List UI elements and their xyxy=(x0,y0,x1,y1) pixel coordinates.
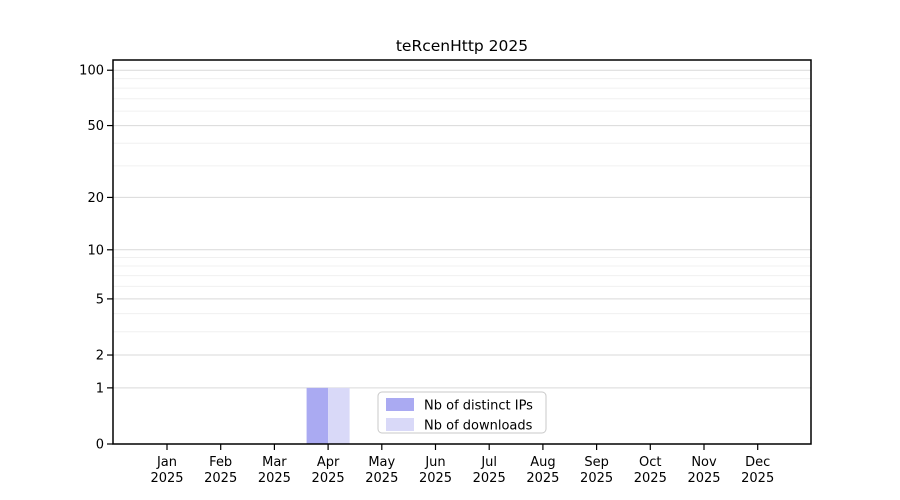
x-tick-label-year: 2025 xyxy=(365,471,398,486)
x-tick-label-year: 2025 xyxy=(473,471,506,486)
y-tick-label: 10 xyxy=(87,243,104,258)
y-tick-label: 0 xyxy=(96,438,104,453)
y-tick-label: 5 xyxy=(96,292,104,307)
x-tick-label-month: Mar xyxy=(262,455,287,470)
legend-swatch xyxy=(386,398,414,411)
x-tick-label-year: 2025 xyxy=(526,471,559,486)
y-tick-label: 100 xyxy=(79,64,104,79)
x-tick-label-year: 2025 xyxy=(741,471,774,486)
y-tick-label: 1 xyxy=(96,381,104,396)
x-tick-label-year: 2025 xyxy=(580,471,613,486)
x-tick-label-month: Jun xyxy=(424,455,445,470)
x-tick-label-month: Jan xyxy=(156,455,177,470)
x-tick-label-year: 2025 xyxy=(419,471,452,486)
x-tick-label-month: Apr xyxy=(317,455,340,470)
grid-lines xyxy=(113,69,811,389)
x-tick-label-year: 2025 xyxy=(204,471,237,486)
y-tick-label: 2 xyxy=(96,349,104,364)
x-tick-label-month: Sep xyxy=(584,455,609,470)
y-tick-label: 50 xyxy=(87,119,104,134)
x-tick-label-month: Oct xyxy=(639,455,661,470)
bar-downloads xyxy=(328,387,350,444)
plot-frame xyxy=(112,59,812,445)
x-tick-label-month: Feb xyxy=(209,455,232,470)
x-tick-label-month: Aug xyxy=(530,455,555,470)
legend-label: Nb of downloads xyxy=(424,419,533,434)
x-tick-label-month: Jul xyxy=(480,455,497,470)
chart-title: teRcenHttp 2025 xyxy=(396,37,528,55)
x-tick-label-year: 2025 xyxy=(258,471,291,486)
legend-box xyxy=(377,391,547,434)
legend-swatch xyxy=(386,418,414,431)
x-tick-label-month: Nov xyxy=(691,455,717,470)
x-tick-label-month: May xyxy=(368,455,395,470)
x-tick-label-year: 2025 xyxy=(150,471,183,486)
x-tick-label-year: 2025 xyxy=(687,471,720,486)
plot-border xyxy=(112,59,812,445)
x-tick-label-year: 2025 xyxy=(312,471,345,486)
y-tick-label: 20 xyxy=(87,191,104,206)
x-axis: Jan2025Feb2025Mar2025Apr2025May2025Jun20… xyxy=(150,444,774,486)
bars xyxy=(306,387,350,444)
bar-distinct-ips xyxy=(306,387,329,444)
legend-label: Nb of distinct IPs xyxy=(424,399,533,414)
x-tick-label-month: Dec xyxy=(745,455,770,470)
y-axis: 0 1 2 5 10 20 50 100 xyxy=(79,64,113,453)
x-tick-label-year: 2025 xyxy=(634,471,667,486)
legend: Nb of distinct IPs Nb of downloads xyxy=(377,391,547,434)
